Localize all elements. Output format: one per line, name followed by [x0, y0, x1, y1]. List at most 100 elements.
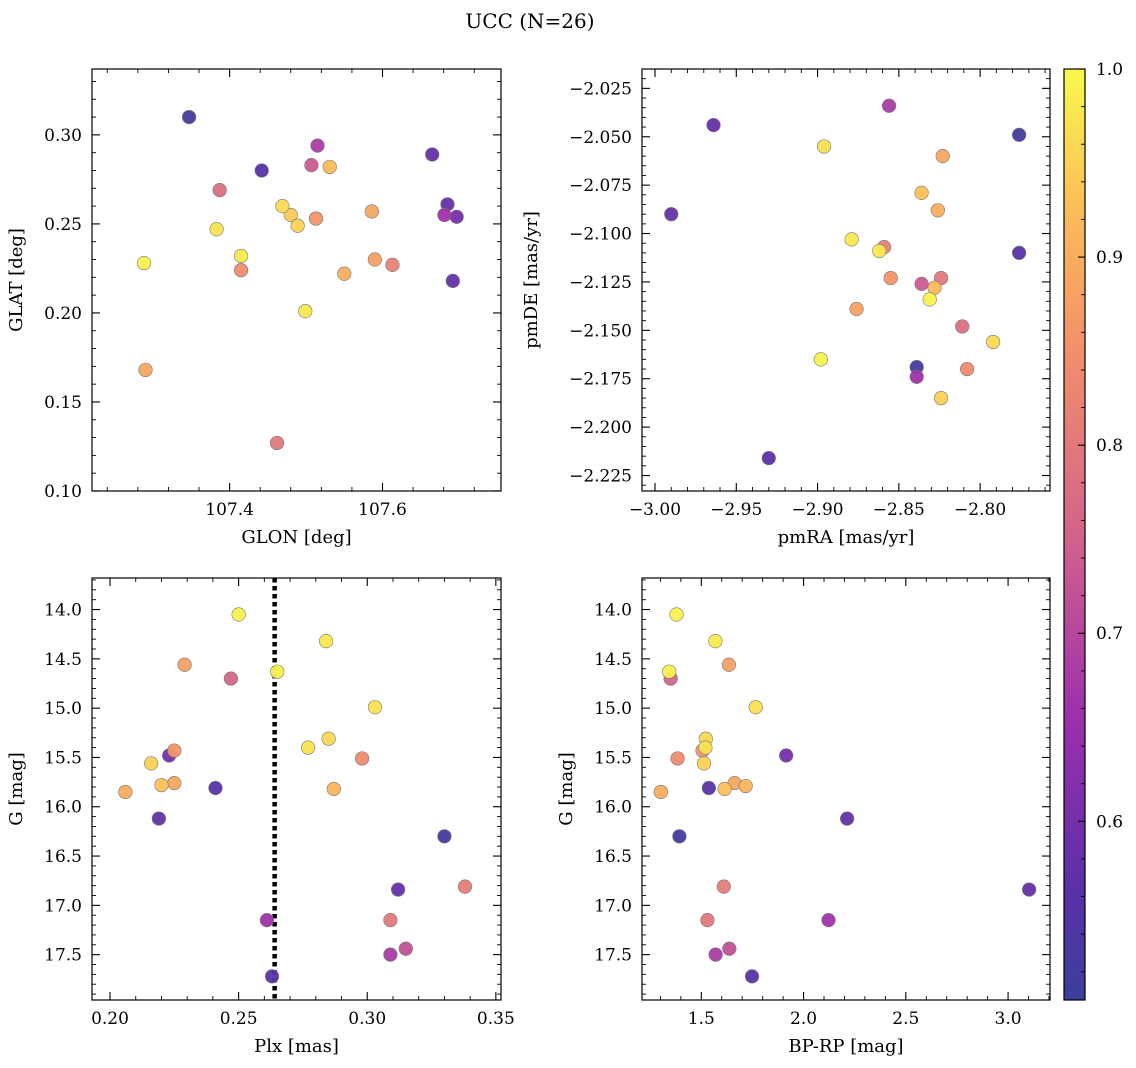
y-tick-label: 16.5	[594, 847, 632, 867]
data-point	[337, 266, 352, 281]
data-point	[290, 218, 305, 233]
y-tick-label: 0.10	[44, 482, 82, 502]
y-axis-label: pmDE [mas/yr]	[521, 211, 542, 349]
data-point	[664, 207, 679, 222]
data-point	[748, 700, 763, 715]
x-tick-label: 0.25	[220, 1009, 258, 1029]
data-point	[708, 634, 723, 649]
data-point	[816, 139, 832, 154]
data-point	[300, 740, 316, 755]
data-point	[672, 829, 687, 844]
data-point	[881, 98, 897, 113]
x-tick-label: 2.0	[790, 1009, 817, 1029]
data-point	[933, 390, 949, 406]
data-point	[1022, 882, 1037, 897]
data-point	[425, 147, 440, 162]
y-tick-label: 0.30	[44, 126, 82, 146]
data-point	[744, 969, 760, 984]
data-point	[914, 276, 929, 291]
data-point	[445, 273, 460, 288]
data-point	[670, 751, 685, 766]
panel-bprp-g: 1.5 2.0 2.5 3.0 14.0 14.5 15.0 15.5 16.0 16.5 17.0…	[556, 577, 1051, 1057]
data-point	[653, 784, 668, 800]
data-point	[708, 947, 723, 962]
x-tick-label: −2.90	[791, 500, 843, 520]
y-tick-label: −2.175	[569, 370, 632, 390]
data-point	[437, 829, 452, 844]
axes-frame	[641, 68, 1051, 492]
data-point	[208, 780, 223, 796]
data-point	[118, 784, 133, 800]
y-tick-label: −2.050	[569, 128, 632, 148]
y-tick-label: 14.0	[594, 601, 632, 621]
data-point	[308, 211, 324, 226]
figure-title: UCC (N=26)	[465, 9, 594, 33]
y-tick-label: −2.075	[569, 176, 632, 196]
data-point	[437, 207, 452, 223]
data-point	[270, 664, 285, 679]
data-point	[212, 182, 227, 198]
data-point	[1012, 127, 1027, 142]
data-point	[144, 756, 159, 771]
x-axis-label: Plx [mas]	[254, 1036, 339, 1057]
data-point	[181, 109, 197, 125]
x-axis-label: pmRA [mas/yr]	[778, 527, 915, 548]
data-point	[696, 756, 712, 771]
y-tick-label: 14.0	[44, 601, 82, 621]
panel-plx-g: 0.20 0.25 0.30 0.35 14.0 14.5 15.0 15.5 16.0 16.5…	[6, 577, 515, 1057]
data-point	[264, 969, 280, 984]
y-axis-label: G [mag]	[6, 752, 27, 825]
data-point	[383, 947, 398, 962]
data-point	[922, 292, 937, 307]
y-tick-label: 0.20	[44, 304, 82, 324]
data-point	[283, 207, 298, 223]
data-point	[761, 450, 776, 466]
colorbar-frame	[1063, 68, 1086, 1001]
y-tick-label: 14.5	[594, 650, 632, 670]
data-point	[986, 334, 1001, 350]
data-point	[233, 248, 249, 264]
y-tick-label: 15.0	[44, 699, 82, 719]
data-point	[364, 204, 379, 219]
y-tick-label: 16.0	[594, 798, 632, 818]
data-point	[1012, 245, 1027, 260]
data-point	[391, 882, 406, 897]
x-axis-label: BP-RP [mag]	[788, 1036, 903, 1057]
data-point	[935, 149, 950, 164]
data-point	[398, 941, 413, 956]
data-point	[138, 362, 153, 378]
y-tick-label: 0.15	[44, 393, 82, 413]
data-point	[717, 781, 732, 797]
data-point	[716, 879, 731, 894]
data-point	[821, 913, 836, 928]
x-tick-label: 1.5	[688, 1009, 715, 1029]
data-point	[177, 657, 192, 672]
colorbar: 0.6 0.7 0.8 0.9 1.0	[1063, 60, 1123, 1001]
y-tick-label: −2.150	[569, 321, 632, 341]
data-point	[959, 361, 975, 377]
data-point	[254, 163, 269, 178]
data-point	[304, 158, 319, 173]
colorbar-tick-label: 0.8	[1096, 436, 1123, 456]
x-tick-label: 0.30	[348, 1009, 386, 1029]
x-tick-label: 0.20	[91, 1009, 129, 1029]
data-point	[322, 159, 337, 175]
data-point	[298, 304, 313, 319]
data-point	[914, 185, 929, 200]
data-point	[154, 777, 169, 793]
y-tick-label: 16.0	[44, 798, 82, 818]
y-axis-label: GLAT [deg]	[6, 228, 27, 332]
axes-frame	[91, 68, 502, 492]
y-tick-label: 17.0	[594, 896, 632, 916]
data-point	[318, 634, 334, 649]
data-point	[326, 781, 341, 797]
y-tick-label: 15.5	[44, 748, 82, 768]
data-point	[457, 879, 473, 894]
data-point	[269, 435, 285, 451]
data-point	[721, 657, 737, 672]
data-point	[955, 319, 970, 334]
data-point	[698, 740, 713, 755]
x-tick-label: 0.35	[477, 1009, 515, 1029]
data-point	[385, 257, 400, 272]
